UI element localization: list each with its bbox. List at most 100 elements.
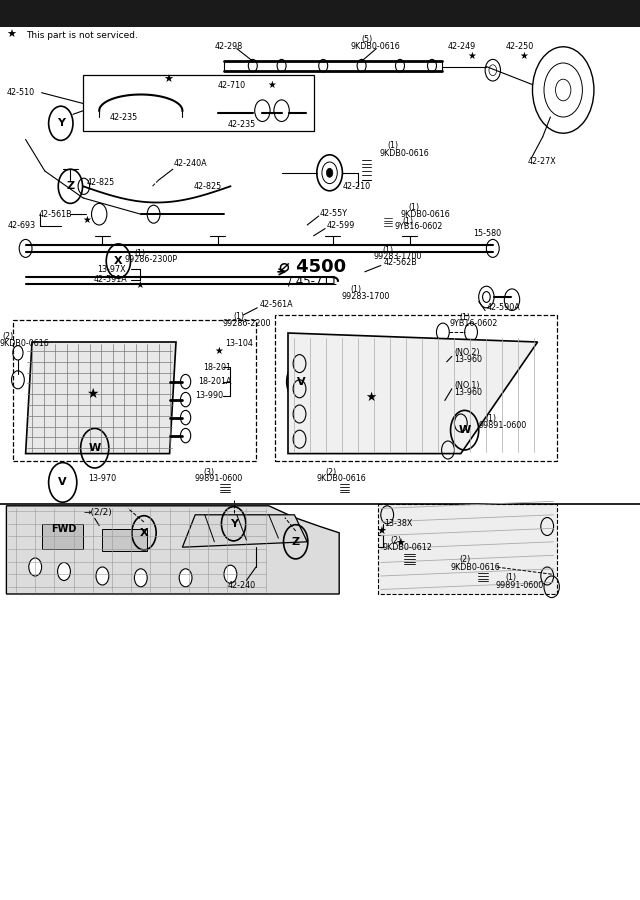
Text: 42-510: 42-510 [6,88,35,97]
Text: 9KDB0-0616: 9KDB0-0616 [351,42,401,51]
Text: ★: ★ [82,215,91,225]
Text: 99286-2200: 99286-2200 [223,319,271,328]
Text: 42-249: 42-249 [448,42,476,51]
Text: 9KDB0-0616: 9KDB0-0616 [316,474,366,483]
Text: V: V [296,376,305,387]
Text: (1): (1) [351,285,362,294]
Text: Z: Z [292,536,300,547]
Text: ★: ★ [376,526,387,536]
Text: X: X [114,256,123,266]
Text: (5): (5) [362,35,373,44]
Text: (1): (1) [383,246,394,255]
Text: 18-201A: 18-201A [198,377,232,386]
Text: (1): (1) [408,203,419,212]
Text: 13-960: 13-960 [454,388,483,397]
Text: V: V [58,477,67,488]
Text: (2): (2) [390,536,402,544]
Text: ★: ★ [365,391,376,403]
Text: (2): (2) [2,332,13,341]
Text: 9KDB0-0612: 9KDB0-0612 [382,543,432,552]
Text: This part is not serviced.: This part is not serviced. [26,31,138,40]
Text: ★: ★ [214,346,223,356]
Text: 42-298: 42-298 [214,42,243,51]
Text: W: W [458,425,471,436]
Text: FWD: FWD [51,524,77,535]
Polygon shape [13,515,48,544]
Text: 42-825: 42-825 [86,178,115,187]
Text: ★: ★ [163,75,173,85]
Text: 42-235: 42-235 [227,120,255,129]
Text: ★: ★ [86,387,99,400]
Text: (2): (2) [325,468,337,477]
Text: ★: ★ [136,280,145,290]
Polygon shape [288,333,538,454]
Circle shape [326,168,333,177]
Text: 9YB16-0602: 9YB16-0602 [450,320,499,328]
Text: (NO.1): (NO.1) [454,381,480,390]
Text: 15-580: 15-580 [474,230,502,238]
Text: 42-235: 42-235 [110,112,138,122]
Text: 42-562B: 42-562B [384,258,418,267]
Text: 42-55Y: 42-55Y [320,209,348,218]
Text: 99283-1700: 99283-1700 [373,252,422,261]
Text: Z: Z [67,181,74,192]
Text: 13-970: 13-970 [88,474,116,483]
Text: →(2/2): →(2/2) [83,508,112,517]
Text: 42-240A: 42-240A [174,159,208,168]
Text: 13-960: 13-960 [454,356,483,364]
Text: (1): (1) [485,414,496,423]
Text: 9KDB0-0616: 9KDB0-0616 [380,148,429,157]
Text: 42-27X: 42-27X [528,158,557,166]
Text: (2): (2) [460,555,471,564]
Text: (1): (1) [402,217,413,226]
Text: Y: Y [57,118,65,129]
Text: 9KDB0-0616: 9KDB0-0616 [451,562,500,572]
Polygon shape [102,529,147,551]
Text: 42-590A: 42-590A [486,303,520,312]
Text: ★: ★ [396,539,406,549]
Text: 99891-0600: 99891-0600 [496,580,544,590]
Circle shape [29,558,42,576]
Text: W: W [88,443,101,454]
Text: 18-201: 18-201 [204,363,232,372]
Text: 42-561B: 42-561B [38,210,72,219]
Text: ★: ★ [6,30,17,40]
FancyBboxPatch shape [0,0,640,27]
Text: 13-38X: 13-38X [384,519,412,528]
Text: (3): (3) [204,468,214,477]
Text: 99286-2300P: 99286-2300P [125,255,178,264]
Text: 42-599: 42-599 [326,221,355,230]
Text: (NO.2): (NO.2) [454,348,480,357]
Text: 42-561A: 42-561A [259,300,293,309]
Polygon shape [378,504,557,594]
Text: (1): (1) [506,573,516,582]
Circle shape [179,569,192,587]
Text: 13-990: 13-990 [195,392,223,400]
Text: 42-693: 42-693 [8,221,36,230]
Polygon shape [42,524,83,549]
Text: / 45-711: / 45-711 [287,274,337,287]
Text: 42-210: 42-210 [342,182,371,191]
Text: 13-97X: 13-97X [97,265,126,274]
Text: Y: Y [230,518,237,529]
Text: ★: ★ [520,51,529,61]
Circle shape [224,565,237,583]
Circle shape [58,562,70,580]
Text: 13-104: 13-104 [225,339,253,348]
Polygon shape [182,515,307,547]
Text: 42-825: 42-825 [194,182,222,191]
Text: 99283-1700: 99283-1700 [341,292,390,301]
Text: 9YB16-0602: 9YB16-0602 [394,222,443,231]
Polygon shape [6,506,339,594]
Text: ★: ★ [268,80,276,90]
Circle shape [134,569,147,587]
Text: 9KDB0-0616: 9KDB0-0616 [401,210,451,219]
Text: 42-240: 42-240 [227,580,255,590]
Text: 42-250: 42-250 [506,42,534,51]
Text: ⌀ 4500: ⌀ 4500 [279,257,346,275]
Text: (1): (1) [387,141,398,150]
Text: 42-591A: 42-591A [94,275,128,284]
Text: ★: ★ [467,51,476,61]
Polygon shape [26,342,176,454]
Text: 99891-0600: 99891-0600 [479,421,527,430]
